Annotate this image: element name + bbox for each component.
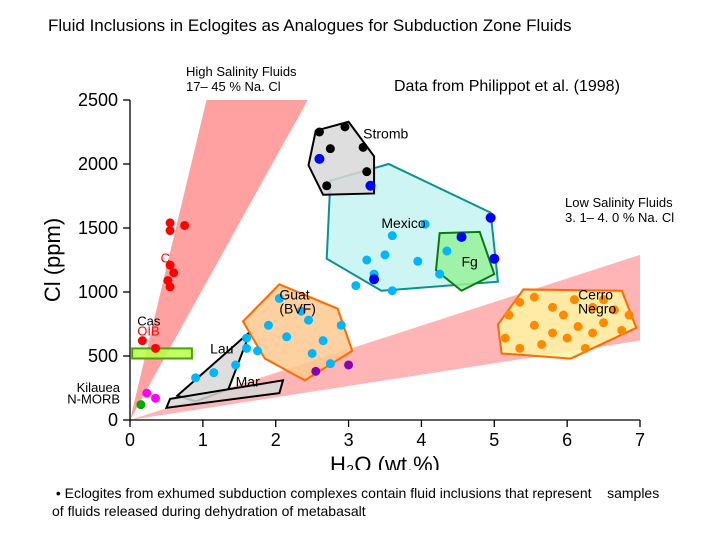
black-dots-pt	[362, 167, 371, 176]
cyan-dots-pt	[264, 321, 273, 330]
magenta-dots-pt	[151, 394, 160, 403]
cyan-dots-pt	[362, 256, 371, 265]
cyan-dots-pt	[442, 247, 451, 256]
cyan-dots-pt	[381, 250, 390, 259]
black-dots-pt	[359, 143, 368, 152]
svg-text:2: 2	[271, 430, 281, 450]
cyan-dots-pt	[304, 316, 313, 325]
orange-dots-pt	[599, 318, 608, 327]
cyan-dots-pt	[388, 286, 397, 295]
red-dots-pt	[166, 218, 175, 227]
black-dots-pt	[326, 144, 335, 153]
mar-field-label: Mar	[236, 374, 260, 390]
cerro-field-label: Negro	[578, 301, 616, 317]
orange-dots-pt	[588, 328, 597, 337]
cyan-dots-pt	[337, 321, 346, 330]
stromb-field-label: Stromb	[363, 125, 408, 141]
cyan-dots-pt	[413, 257, 422, 266]
black-dots-pt	[340, 122, 349, 131]
orange-dots-pt	[515, 298, 524, 307]
magenta-dots-pt	[142, 389, 151, 398]
blue-dots-pt	[489, 254, 499, 264]
y-axis-label: Cl (ppm)	[40, 218, 65, 302]
red-dots-pt	[166, 282, 175, 291]
svg-text:0: 0	[108, 410, 118, 430]
guat-field-label: (BVF)	[279, 301, 316, 317]
scatter-plot: LauMarGuat(BVF)MexicoStrombFgCerroNegro0…	[0, 0, 720, 470]
svg-text:1000: 1000	[78, 282, 118, 302]
oib-bar	[132, 348, 192, 358]
svg-text:1: 1	[198, 430, 208, 450]
svg-text:7: 7	[635, 430, 645, 450]
red-dots-pt	[166, 226, 175, 235]
purple-dots-pt	[311, 367, 320, 376]
svg-text:1500: 1500	[78, 218, 118, 238]
orange-dots-pt	[530, 321, 539, 330]
cyan-dots-pt	[326, 359, 335, 368]
red-dots-pt	[151, 344, 160, 353]
x-axis-label: H₂O (wt.%)	[330, 452, 440, 470]
black-dots-pt	[315, 128, 324, 137]
blue-dots-pt	[369, 274, 379, 284]
orange-dots-pt	[581, 344, 590, 353]
fg-field-label: Fg	[462, 253, 478, 269]
orange-dots-pt	[625, 311, 634, 320]
svg-text:2000: 2000	[78, 154, 118, 174]
blue-dots-pt	[486, 213, 496, 223]
green-morb-pt	[136, 400, 145, 409]
orange-dots-pt	[617, 326, 626, 335]
svg-text:4: 4	[416, 430, 426, 450]
purple-dots-pt	[344, 360, 353, 369]
cyan-dots-pt	[242, 334, 251, 343]
svg-text:0: 0	[125, 430, 135, 450]
orange-dots-pt	[548, 328, 557, 337]
orange-dots-pt	[501, 334, 510, 343]
left-label: C	[161, 251, 170, 266]
orange-dots-pt	[574, 322, 583, 331]
cyan-dots-pt	[191, 373, 200, 382]
cyan-dots-pt	[209, 368, 218, 377]
blue-dots-pt	[457, 232, 467, 242]
cyan-dots-pt	[282, 332, 291, 341]
cyan-dots-pt	[308, 349, 317, 358]
cyan-dots-pt	[242, 344, 251, 353]
svg-text:5: 5	[489, 430, 499, 450]
cyan-dots-pt	[435, 270, 444, 279]
red-dots-pt	[169, 268, 178, 277]
left-label: OIB	[137, 324, 159, 339]
orange-dots-pt	[559, 311, 568, 320]
lau-field-label: Lau	[210, 340, 233, 356]
cyan-dots-pt	[388, 231, 397, 240]
blue-dots-pt	[365, 181, 375, 191]
mexico-field-label: Mexico	[381, 215, 426, 231]
orange-dots-pt	[563, 334, 572, 343]
black-dots-pt	[322, 181, 331, 190]
cyan-dots-pt	[253, 346, 262, 355]
cyan-dots-pt	[231, 360, 240, 369]
svg-text:3: 3	[344, 430, 354, 450]
orange-dots-pt	[515, 344, 524, 353]
orange-dots-pt	[537, 340, 546, 349]
cyan-dots-pt	[351, 281, 360, 290]
orange-dots-pt	[548, 303, 557, 312]
svg-text:500: 500	[88, 346, 118, 366]
left-label: N-MORB	[67, 391, 120, 406]
blue-dots-pt	[314, 154, 324, 164]
bullet-text: • Eclogites from exhumed subduction comp…	[52, 485, 672, 520]
cyan-dots-pt	[319, 336, 328, 345]
svg-text:6: 6	[562, 430, 572, 450]
orange-dots-pt	[504, 311, 513, 320]
red-dots-pt	[180, 221, 189, 230]
svg-text:2500: 2500	[78, 90, 118, 110]
orange-dots-pt	[530, 293, 539, 302]
